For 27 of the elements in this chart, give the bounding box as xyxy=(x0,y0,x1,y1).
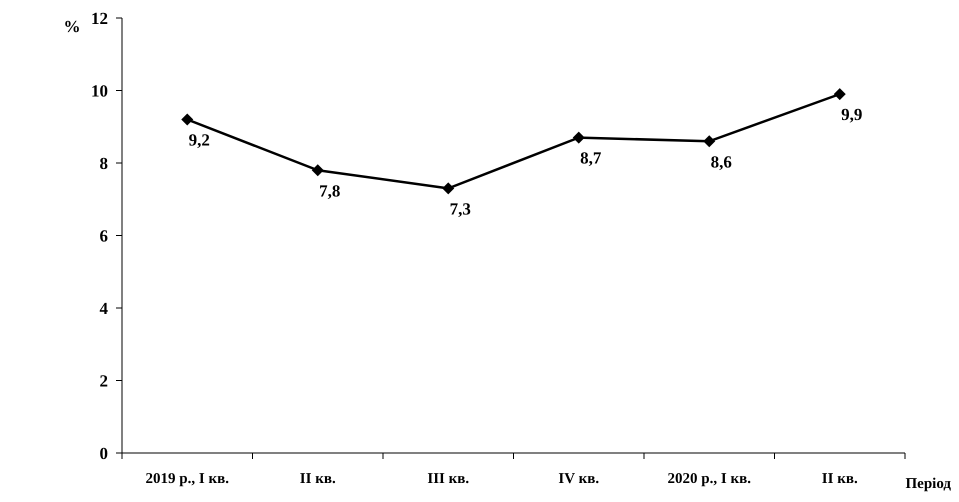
data-label: 7,3 xyxy=(450,199,471,218)
point xyxy=(442,182,454,194)
x-axis-title: Період xyxy=(906,476,952,492)
data-label: 9,2 xyxy=(188,130,210,150)
x-tick-label: ІІ кв. xyxy=(822,471,858,487)
data-label: 8,7 xyxy=(580,148,602,168)
y-tick-label: 10 xyxy=(91,81,108,100)
y-tick-label: 8 xyxy=(100,154,108,173)
data-label: 9,9 xyxy=(841,105,862,124)
y-tick-label: 2 xyxy=(100,371,108,390)
x-tick-label: ІІ кв. xyxy=(300,471,336,487)
data-label: 8,6 xyxy=(710,152,732,172)
x-tick-label: ІV кв. xyxy=(558,471,600,487)
point xyxy=(181,114,194,126)
y-axis-title: % xyxy=(64,17,80,36)
x-tick-label: ІІІ кв. xyxy=(427,471,470,487)
x-tick-label: 2019 р., І кв. xyxy=(146,471,230,487)
y-tick-label: 0 xyxy=(100,444,108,463)
y-tick-label: 4 xyxy=(100,298,108,318)
point xyxy=(703,135,716,148)
point xyxy=(834,88,846,100)
y-tick-label: 6 xyxy=(100,226,108,246)
x-tick-label: 2020 р., І кв. xyxy=(668,471,752,487)
point xyxy=(312,164,324,176)
data-label: 7,8 xyxy=(319,181,340,200)
point xyxy=(572,132,585,144)
y-tick-label: 12 xyxy=(91,8,108,28)
